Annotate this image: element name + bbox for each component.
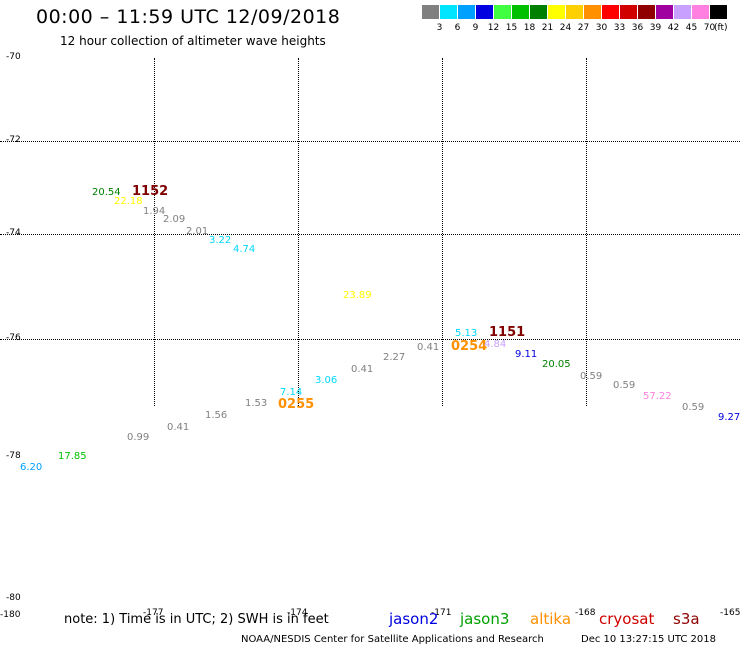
wave-height-label: 2.27	[383, 352, 406, 363]
satellite-s3a: s3a	[673, 610, 700, 628]
legend-swatch	[548, 5, 565, 19]
legend-swatch	[638, 5, 655, 19]
wave-height-label: 0.59	[682, 402, 705, 413]
wave-height-label: 20.54	[92, 187, 121, 198]
wave-height-label: 1.94	[143, 206, 166, 217]
satellite-altika: altika	[530, 610, 572, 628]
longitude-label: -174	[287, 608, 308, 618]
generated-timestamp: Dec 10 13:27:15 UTC 2018	[581, 634, 716, 645]
satellite-jason2: jason2	[389, 610, 439, 628]
wave-height-label: 57.22	[643, 391, 672, 402]
legend-unit: (ft)	[714, 23, 728, 33]
map-title: 00:00 – 11:59 UTC 12/09/2018	[36, 6, 341, 28]
legend-swatch	[530, 5, 547, 19]
wave-height-label: 3.06	[315, 375, 338, 386]
pass-time-label: 0255	[278, 397, 315, 412]
latitude-label: -76	[6, 333, 21, 343]
legend-label: 15	[505, 23, 518, 33]
pass-time-label: 1152	[132, 184, 169, 199]
credit-line: NOAA/NESDIS Center for Satellite Applica…	[241, 634, 544, 645]
latitude-gridline	[0, 141, 740, 142]
wave-height-label: 9.11	[515, 349, 538, 360]
longitude-label: -168	[575, 608, 596, 618]
legend-label: 33	[613, 23, 626, 33]
latitude-label: -80	[6, 593, 21, 603]
latitude-label: -74	[6, 228, 21, 238]
legend-label: 21	[541, 23, 554, 33]
legend-swatch	[476, 5, 493, 19]
legend-label: 42	[667, 23, 680, 33]
wave-height-label: 0.59	[613, 380, 636, 391]
legend-label: 36	[631, 23, 644, 33]
wave-height-label: 3.22	[209, 235, 232, 246]
legend-label: 24	[559, 23, 572, 33]
wave-height-label: 0.99	[127, 432, 150, 443]
pass-time-label: 1151	[489, 325, 526, 340]
latitude-label: -70	[6, 52, 21, 62]
longitude-label: -177	[143, 608, 164, 618]
longitude-label: -180	[0, 610, 21, 620]
legend-swatch	[692, 5, 709, 19]
longitude-label: -165	[720, 608, 740, 618]
legend-label: 39	[649, 23, 662, 33]
legend-swatch	[458, 5, 475, 19]
satellite-jason3: jason3	[460, 610, 510, 628]
wave-height-label: 0.41	[351, 364, 374, 375]
longitude-label: -171	[431, 608, 452, 618]
legend-swatch	[656, 5, 673, 19]
legend-label: 70	[703, 23, 716, 33]
wave-height-label: 5.13	[455, 328, 478, 339]
pass-time-label: 0254	[451, 339, 488, 354]
wave-height-label: 4.84	[484, 339, 507, 350]
longitude-gridline	[154, 58, 155, 406]
longitude-gridline	[586, 58, 587, 406]
legend-label: 27	[577, 23, 590, 33]
footnote: note: 1) Time is in UTC; 2) SWH is in fe…	[64, 612, 329, 627]
legend-swatch	[710, 5, 727, 19]
wave-height-label: 9.27	[718, 412, 740, 423]
wave-height-label: 1.53	[245, 398, 268, 409]
wave-height-label: 7.14	[280, 387, 303, 398]
legend-swatch	[422, 5, 439, 19]
wave-height-label: 2.09	[163, 214, 186, 225]
latitude-gridline	[0, 339, 740, 340]
legend-swatch	[494, 5, 511, 19]
longitude-gridline	[442, 58, 443, 406]
wave-height-label: 0.41	[167, 422, 190, 433]
legend-label: 30	[595, 23, 608, 33]
satellite-cryosat: cryosat	[599, 610, 655, 628]
wave-height-label: 20.05	[542, 359, 571, 370]
legend-swatch	[584, 5, 601, 19]
latitude-label: -72	[6, 135, 21, 145]
latitude-label: -78	[6, 451, 21, 461]
legend-swatch	[602, 5, 619, 19]
legend-label: 9	[472, 23, 479, 33]
legend-swatch	[674, 5, 691, 19]
legend-swatch	[512, 5, 529, 19]
wave-height-label: 17.85	[58, 451, 87, 462]
wave-height-label: 6.20	[20, 462, 43, 473]
wave-height-label: 2.01	[186, 226, 209, 237]
wave-height-label: 23.89	[343, 290, 372, 301]
legend-label: 6	[454, 23, 461, 33]
legend-label: 3	[436, 23, 443, 33]
legend-swatch	[620, 5, 637, 19]
legend-label: 18	[523, 23, 536, 33]
wave-height-label: 0.41	[417, 342, 440, 353]
wave-height-label: 4.74	[233, 244, 256, 255]
wave-height-label: 1.56	[205, 410, 228, 421]
legend-label: 12	[487, 23, 500, 33]
legend-label: 45	[685, 23, 698, 33]
longitude-gridline	[298, 58, 299, 406]
latitude-gridline	[0, 234, 740, 235]
legend-swatch	[566, 5, 583, 19]
map-subtitle: 12 hour collection of altimeter wave hei…	[60, 34, 326, 48]
wave-height-label: 22.18	[114, 196, 143, 207]
legend-swatch	[440, 5, 457, 19]
wave-height-label: 0.59	[580, 371, 603, 382]
